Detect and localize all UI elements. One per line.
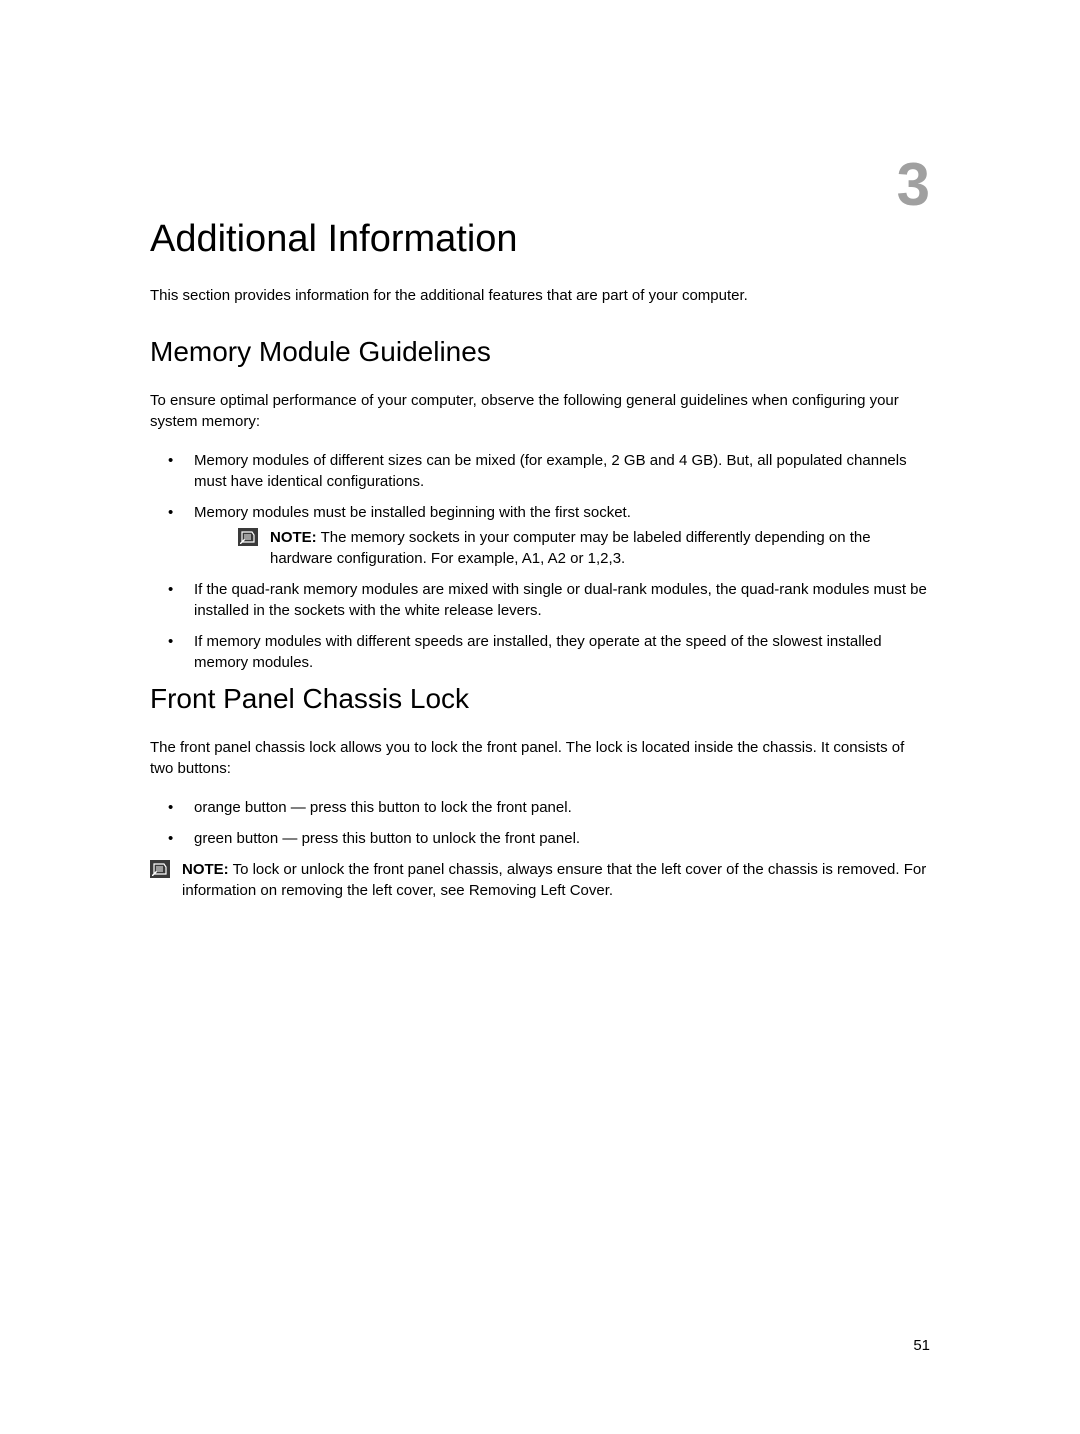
bullet-list-lock: orange button — press this button to loc… bbox=[150, 797, 930, 849]
note-body: The memory sockets in your computer may … bbox=[270, 529, 871, 567]
list-item: If the quad-rank memory modules are mixe… bbox=[150, 579, 930, 621]
section-intro-memory: To ensure optimal performance of your co… bbox=[150, 390, 930, 432]
list-item-text: Memory modules must be installed beginni… bbox=[194, 504, 631, 521]
page-number: 51 bbox=[913, 1337, 930, 1354]
note-block: NOTE: To lock or unlock the front panel … bbox=[150, 859, 930, 901]
note-label: NOTE: bbox=[270, 529, 317, 546]
note-icon bbox=[238, 528, 258, 546]
chapter-title: Additional Information bbox=[150, 218, 930, 261]
list-item: green button — press this button to unlo… bbox=[150, 828, 930, 849]
note-icon bbox=[150, 860, 170, 878]
note-body: To lock or unlock the front panel chassi… bbox=[182, 861, 926, 899]
section-intro-lock: The front panel chassis lock allows you … bbox=[150, 737, 930, 779]
list-item: orange button — press this button to loc… bbox=[150, 797, 930, 818]
list-item: If memory modules with different speeds … bbox=[150, 631, 930, 673]
note-text: NOTE: To lock or unlock the front panel … bbox=[182, 859, 930, 901]
note-text: NOTE: The memory sockets in your compute… bbox=[270, 527, 930, 569]
note-label: NOTE: bbox=[182, 861, 229, 878]
bullet-list-memory: Memory modules of different sizes can be… bbox=[150, 450, 930, 673]
list-item: Memory modules must be installed beginni… bbox=[150, 502, 930, 569]
chapter-intro: This section provides information for th… bbox=[150, 286, 930, 306]
note-block: NOTE: The memory sockets in your compute… bbox=[238, 527, 930, 569]
section-title-memory: Memory Module Guidelines bbox=[150, 336, 930, 368]
section-title-lock: Front Panel Chassis Lock bbox=[150, 683, 930, 715]
list-item: Memory modules of different sizes can be… bbox=[150, 450, 930, 492]
chapter-number: 3 bbox=[897, 150, 930, 219]
